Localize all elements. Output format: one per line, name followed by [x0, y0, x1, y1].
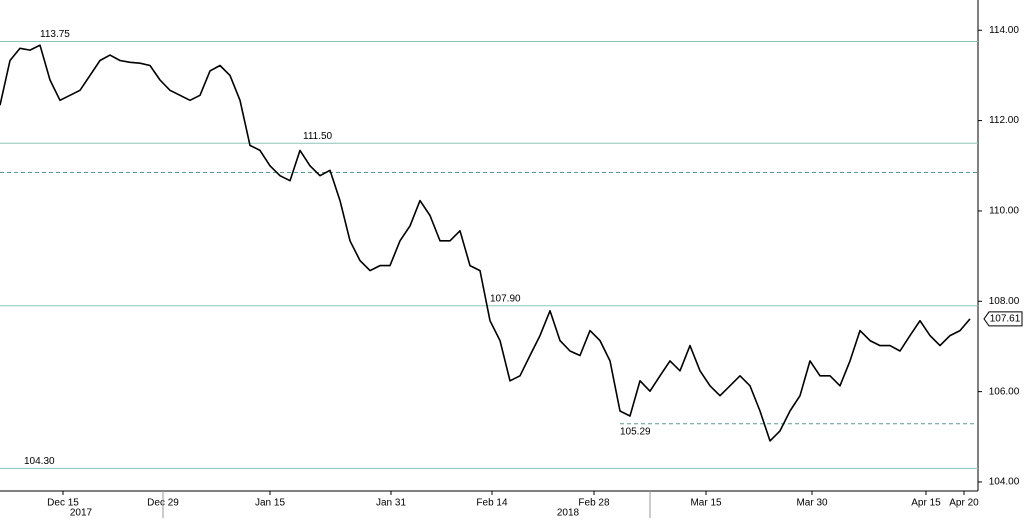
y-tick-label: 112.00 — [989, 115, 1019, 126]
level-label: 111.50 — [303, 131, 333, 142]
x-tick-label: Feb 28 — [578, 498, 610, 509]
level-label: 104.30 — [24, 456, 55, 467]
year-label: 2017 — [70, 508, 93, 518]
level-label: 113.75 — [40, 29, 70, 40]
level-label: 107.90 — [490, 293, 521, 304]
last-price-box — [983, 311, 1023, 327]
y-tick-label: 114.00 — [989, 25, 1019, 36]
x-tick-label: Jan 31 — [376, 498, 406, 509]
y-tick-label: 104.00 — [989, 477, 1020, 488]
x-tick-label: Apr 20 — [949, 498, 979, 509]
y-tick-label: 110.00 — [989, 206, 1019, 217]
price-line — [0, 44, 971, 442]
level-label: 105.29 — [620, 426, 651, 437]
y-tick-label: 108.00 — [989, 296, 1020, 307]
y-tick-label: 106.00 — [989, 386, 1020, 397]
x-tick-label: Jan 15 — [255, 498, 285, 509]
year-label: 2018 — [557, 508, 580, 518]
x-tick-label: Mar 30 — [796, 498, 828, 509]
x-tick-label: Feb 14 — [476, 498, 508, 509]
x-tick-label: Mar 15 — [690, 498, 722, 509]
x-tick-label: Dec 15 — [47, 498, 79, 509]
x-tick-label: Apr 15 — [911, 498, 941, 509]
last-price-label: 107.61 — [990, 314, 1021, 325]
